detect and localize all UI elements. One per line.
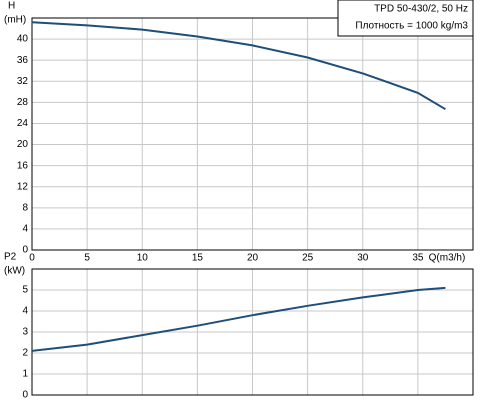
y-axis-label: H (8, 1, 15, 12)
y-tick-label: 4 (22, 306, 28, 317)
x-tick-label: 5 (84, 253, 90, 264)
y-tick-label: 28 (17, 97, 29, 108)
y-tick-label: 16 (17, 160, 29, 171)
y-tick-label: 32 (17, 76, 29, 87)
x-axis-label: Q(m3/h) (429, 253, 466, 264)
y-tick-label: 36 (17, 55, 29, 66)
y-tick-label: 0 (22, 390, 28, 400)
x-tick-label: 0 (29, 253, 35, 264)
x-tick-label: 20 (247, 253, 259, 264)
x-tick-label: 10 (137, 253, 149, 264)
plot-frame (31, 268, 474, 396)
y-tick-label: 24 (17, 118, 29, 129)
legend-text: Плотность = 1000 kg/m3 (355, 21, 468, 32)
y-tick-label: 5 (22, 285, 28, 296)
y-tick-label: 20 (17, 139, 29, 150)
y-tick-label: 3 (22, 327, 28, 338)
y-tick-label: 40 (17, 34, 29, 45)
x-tick-label: 35 (412, 253, 424, 264)
legend-text: TPD 50-430/2, 50 Hz (374, 4, 468, 15)
y-tick-label: 0 (22, 245, 28, 256)
y-tick-label: 4 (22, 224, 28, 235)
plot-frame (31, 17, 474, 251)
y-tick-label: 12 (17, 181, 29, 192)
x-tick-label: 15 (192, 253, 204, 264)
y-axis-label: P2 (4, 252, 17, 263)
y-tick-label: 2 (22, 348, 28, 359)
y-tick-label: 8 (22, 202, 28, 213)
y-axis-label: (kW) (4, 266, 25, 277)
y-axis-label: (mH) (4, 15, 26, 26)
y-tick-label: 1 (22, 369, 28, 380)
data-line (31, 21, 446, 111)
data-line (31, 286, 446, 352)
x-tick-label: 25 (302, 253, 314, 264)
legend-box (337, 0, 474, 37)
x-tick-label: 30 (357, 253, 369, 264)
